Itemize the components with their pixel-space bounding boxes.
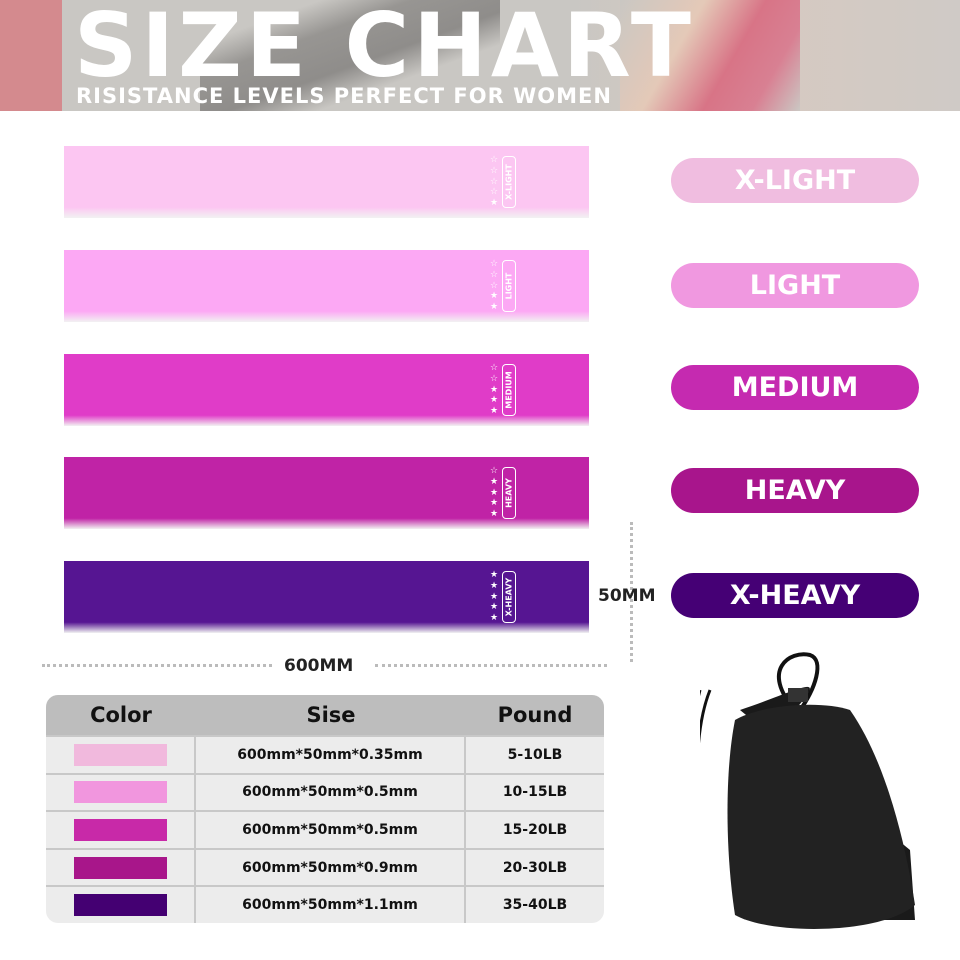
resistance-band-4: ★ ★ ★ ★ ★ X-HEAVY	[64, 561, 589, 633]
size-table: Color Sise Pound 600mm*50mm*0.35mm 5-10LB…	[46, 695, 604, 923]
level-pill-4: X-HEAVY	[671, 573, 919, 618]
star-outline-icon: ☆	[489, 176, 499, 187]
star-filled-icon: ★	[489, 198, 499, 208]
header-banner: SIZE CHART RISISTANCE LEVELS PERFECT FOR…	[0, 0, 960, 111]
page-title: SIZE CHART	[74, 0, 695, 97]
resistance-band-3: ★ ★ ★ ★ ☆ HEAVY	[64, 457, 589, 529]
band-stars: ★ ★ ★ ★ ★	[488, 571, 500, 623]
star-outline-icon: ☆	[489, 187, 499, 198]
width-label: 50MM	[598, 586, 656, 606]
color-cell	[46, 774, 196, 811]
band-tag: LIGHT	[502, 260, 516, 312]
header-color: Color	[90, 703, 152, 727]
band-tag: X-LIGHT	[502, 156, 516, 208]
star-outline-icon: ☆	[489, 363, 499, 373]
size-cell: 600mm*50mm*0.35mm	[196, 737, 466, 773]
star-filled-icon: ★	[489, 476, 499, 487]
color-swatch	[73, 781, 167, 804]
band-stars: ★ ★ ★ ☆ ☆	[488, 364, 500, 416]
table-row: 600mm*50mm*0.5mm 10-15LB	[46, 772, 604, 811]
star-filled-icon: ★	[489, 570, 499, 580]
level-pill-0: X-LIGHT	[671, 158, 919, 203]
star-outline-icon: ☆	[489, 155, 499, 165]
banner-photo-leg	[200, 0, 500, 111]
band-stars: ★ ★ ☆ ☆ ☆	[488, 260, 500, 312]
band-tag-label: X-HEAVY	[504, 577, 514, 617]
star-filled-icon: ★	[489, 580, 499, 591]
page-subtitle: RISISTANCE LEVELS PERFECT FOR WOMEN	[76, 84, 612, 108]
star-filled-icon: ★	[489, 302, 499, 312]
star-outline-icon: ☆	[489, 269, 499, 280]
star-filled-icon: ★	[489, 291, 499, 302]
band-tag-label: LIGHT	[504, 272, 514, 300]
star-filled-icon: ★	[489, 498, 499, 509]
band-tag: X-HEAVY	[502, 571, 516, 623]
header-size: Sise	[306, 703, 356, 727]
size-cell: 600mm*50mm*0.5mm	[196, 774, 466, 811]
header-pound: Pound	[497, 703, 573, 727]
star-filled-icon: ★	[489, 406, 499, 416]
color-cell	[46, 887, 196, 923]
star-filled-icon: ★	[489, 602, 499, 613]
star-outline-icon: ☆	[489, 373, 499, 384]
pound-cell: 20-30LB	[502, 859, 568, 876]
table-row: 600mm*50mm*0.5mm 15-20LB	[46, 810, 604, 848]
star-outline-icon: ☆	[489, 280, 499, 291]
length-label: 600MM	[284, 656, 354, 676]
length-arrow	[375, 664, 607, 667]
level-pill-1: LIGHT	[671, 263, 919, 308]
band-tag-label: HEAVY	[504, 478, 514, 508]
banner-stripe	[0, 0, 62, 111]
color-swatch	[73, 743, 167, 766]
star-outline-icon: ☆	[489, 259, 499, 269]
band-tag-label: X-LIGHT	[504, 164, 514, 200]
width-arrow	[630, 522, 633, 662]
band-stars: ★ ★ ★ ★ ☆	[488, 467, 500, 519]
pound-cell: 10-15LB	[502, 784, 568, 801]
level-pill-3: HEAVY	[671, 468, 919, 513]
star-filled-icon: ★	[489, 487, 499, 498]
band-tag: HEAVY	[502, 467, 516, 519]
color-swatch	[73, 894, 167, 917]
table-row: 600mm*50mm*1.1mm 35-40LB	[46, 885, 604, 923]
length-arrow	[42, 664, 272, 667]
color-cell	[46, 737, 196, 773]
pound-cell: 15-20LB	[502, 821, 568, 838]
color-cell	[46, 849, 196, 886]
resistance-band-1: ★ ★ ☆ ☆ ☆ LIGHT	[64, 250, 589, 322]
resistance-band-2: ★ ★ ★ ☆ ☆ MEDIUM	[64, 354, 589, 426]
star-filled-icon: ★	[489, 395, 499, 406]
storage-bag-image	[700, 652, 915, 929]
star-filled-icon: ★	[489, 384, 499, 395]
pound-cell: 5-10LB	[507, 746, 563, 763]
resistance-band-0: ★ ☆ ☆ ☆ ☆ X-LIGHT	[64, 146, 589, 218]
table-row: 600mm*50mm*0.35mm 5-10LB	[46, 735, 604, 773]
color-swatch	[73, 856, 167, 879]
band-tag-label: MEDIUM	[504, 371, 514, 409]
color-swatch	[73, 818, 167, 841]
size-cell: 600mm*50mm*0.5mm	[196, 812, 466, 848]
pound-cell: 35-40LB	[502, 897, 568, 914]
band-stars: ★ ☆ ☆ ☆ ☆	[488, 156, 500, 208]
star-filled-icon: ★	[489, 613, 499, 623]
table-row: 600mm*50mm*0.9mm 20-30LB	[46, 847, 604, 886]
size-cell: 600mm*50mm*1.1mm	[196, 887, 466, 923]
level-pill-2: MEDIUM	[671, 365, 919, 410]
star-outline-icon: ☆	[489, 466, 499, 476]
star-filled-icon: ★	[489, 509, 499, 519]
band-tag: MEDIUM	[502, 364, 516, 416]
banner-photo-woman	[620, 0, 800, 111]
size-cell: 600mm*50mm*0.9mm	[196, 849, 466, 886]
star-outline-icon: ☆	[489, 165, 499, 176]
table-header: Color Sise Pound	[46, 695, 604, 735]
star-filled-icon: ★	[489, 591, 499, 602]
color-cell	[46, 812, 196, 848]
